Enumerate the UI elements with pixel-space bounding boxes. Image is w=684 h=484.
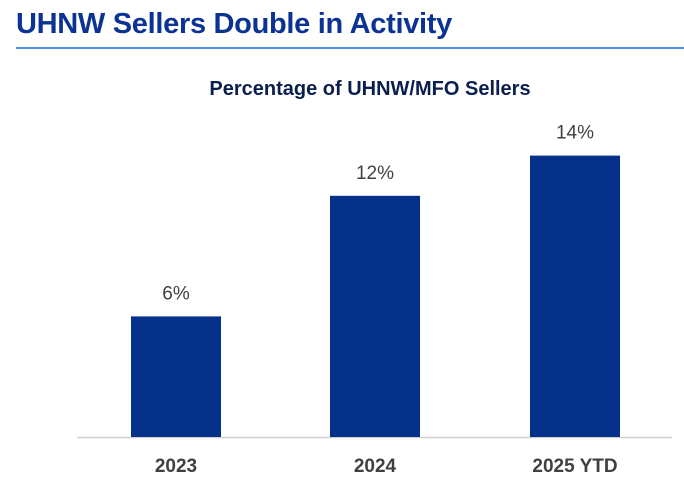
bar-2024: [330, 195, 420, 437]
chart-title: Percentage of UHNW/MFO Sellers: [209, 78, 530, 100]
bar-2025-ytd: [530, 155, 620, 437]
page-title: UHNW Sellers Double in Activity: [16, 8, 452, 40]
bar-2023: [131, 316, 221, 437]
data-label: 14%: [556, 123, 594, 144]
x-tick-label: 2024: [354, 456, 397, 477]
x-tick-label: 2023: [155, 456, 197, 477]
title-underline: [16, 47, 684, 49]
data-label: 6%: [162, 283, 190, 304]
data-label: 12%: [356, 163, 394, 184]
x-tick-label: 2025 YTD: [532, 456, 617, 477]
